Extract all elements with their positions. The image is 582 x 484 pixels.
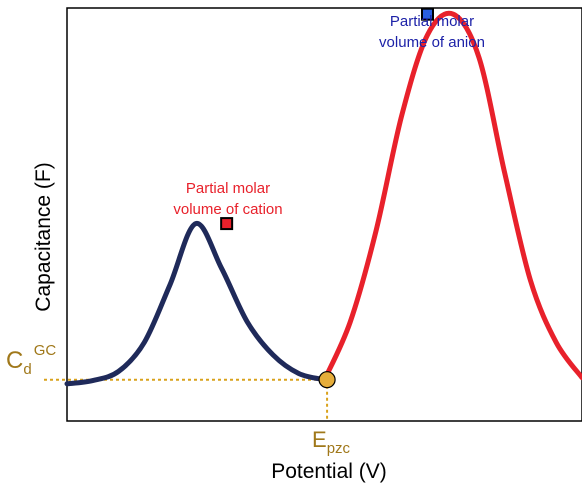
cation-label-line1: Partial molar	[186, 180, 270, 197]
anion-curve	[322, 10, 582, 383]
x-axis-label: Potential (V)	[271, 460, 387, 483]
epzc-sub: pzc	[327, 440, 351, 457]
anion-label-line2: volume of anion	[379, 34, 485, 51]
curves	[64, 10, 582, 387]
y-axis-label: Capacitance (F)	[32, 162, 55, 311]
guide-lines	[44, 378, 329, 421]
anion-label-line1: Partial molar	[390, 13, 474, 30]
plot-frame	[66, 7, 582, 422]
epzc-main: E	[312, 427, 327, 452]
epzc-marker	[318, 371, 336, 389]
cd-gc-sub: d	[23, 361, 31, 378]
cation-label-line2: volume of cation	[173, 201, 282, 218]
cd-gc-sup: GC	[34, 342, 57, 359]
anion-peak-marker	[421, 7, 434, 21]
markers	[220, 7, 434, 389]
epzc-label: Epzc	[312, 427, 351, 457]
cation-curve	[64, 221, 327, 387]
cd-gc-label: CdGC	[6, 342, 56, 378]
cation-peak-marker	[220, 217, 234, 231]
cd-gc-main: C	[6, 347, 23, 374]
